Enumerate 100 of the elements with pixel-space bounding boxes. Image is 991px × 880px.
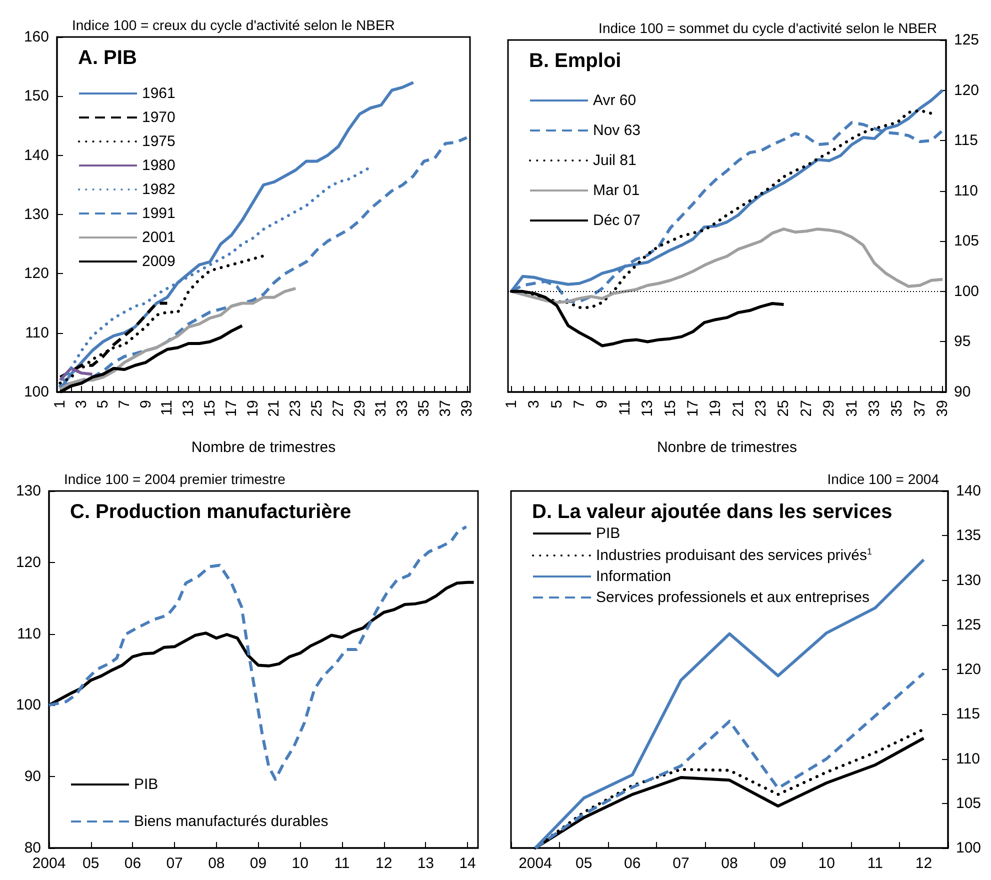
legend-label: Biens manufacturés durables	[134, 813, 328, 830]
y-tick-label: 100	[16, 696, 41, 714]
legend-label: Nov 63	[593, 122, 641, 139]
x-tick-label: 07	[672, 855, 690, 872]
y2-tick-label: 110	[956, 750, 980, 768]
y2-tick-label: 135	[956, 527, 982, 544]
x-tick-label: 13	[180, 400, 198, 417]
legend-label: 2009	[142, 253, 176, 270]
x-axis-title: Nombre de trimestres	[191, 439, 336, 456]
legend-label: Déc 07	[593, 212, 641, 229]
text: C. Production manufacturière	[70, 501, 352, 523]
x-tick-label: 33	[394, 400, 412, 417]
x-tick-label: 12	[915, 855, 932, 872]
x-tick-label: 11	[616, 400, 634, 416]
y2-tick-label: 110	[954, 182, 978, 200]
x-tick-label: 31	[843, 400, 860, 417]
legend-label: Information	[596, 568, 672, 585]
legend-label: 1980	[142, 157, 176, 174]
chart-subtitle: Indice 100 = 2004	[827, 471, 940, 487]
x-tick-label: 19	[244, 400, 262, 417]
x-tick-label: 09	[770, 855, 786, 872]
x-tick-label: 09	[250, 855, 267, 872]
y-tick-label: 110	[25, 324, 49, 342]
x-tick-label: 31	[372, 400, 390, 417]
x-tick-label: 9	[594, 400, 611, 408]
x-tick-label: 25	[308, 400, 326, 417]
chart-subtitle: Indice 100 = 2004 premier trimestre	[64, 471, 286, 487]
legend-label: 2001	[142, 229, 176, 246]
y-tick-label: 80	[24, 840, 41, 856]
y2-tick-label: 90	[954, 384, 971, 400]
y2-tick-label: 120	[954, 82, 980, 99]
x-tick-label: 9	[137, 400, 154, 408]
legend-label: Juil 81	[593, 152, 636, 169]
y2-tick-label: 100	[954, 282, 980, 300]
y-tick-label: 120	[24, 265, 49, 282]
y2-tick-label: 120	[956, 661, 982, 678]
x-tick-label: 5	[548, 400, 566, 408]
x-tick-label: 19	[707, 400, 724, 417]
x-tick-label: 15	[202, 400, 219, 417]
x-tick-label: 33	[866, 400, 884, 417]
x-tick-label: 11	[867, 855, 883, 872]
x-tick-label: 15	[662, 400, 679, 417]
x-tick-label: 29	[351, 400, 368, 417]
y2-tick-label: 125	[956, 616, 982, 634]
x-tick-label: 17	[684, 400, 702, 417]
x-tick-label: 21	[730, 400, 747, 417]
x-tick-label: 27	[330, 400, 347, 417]
y-tick-label: 110	[17, 625, 41, 642]
x-tick-label: 2004	[32, 855, 66, 872]
x-tick-label: 05	[575, 855, 592, 872]
x-tick-label: 13	[639, 400, 656, 417]
y2-tick-label: 115	[954, 132, 978, 150]
legend-label: 1970	[142, 109, 176, 126]
x-tick-label: 27	[798, 400, 815, 417]
x-tick-label: 12	[375, 855, 392, 872]
legend-label: 1975	[142, 133, 176, 150]
y-tick-label: 100	[24, 384, 49, 400]
text: D. La valeur ajoutée dans les services	[532, 501, 892, 523]
x-tick-label: 23	[287, 400, 304, 417]
x-axis-title: Nonbre de trimestres	[656, 439, 798, 456]
y2-tick-label: 100	[956, 840, 982, 856]
chart-subtitle: Indice 100 = creux du cycle d'activité selon le NBER	[72, 17, 395, 33]
y-tick-label: 160	[24, 28, 49, 46]
y2-tick-label: 125	[954, 32, 980, 48]
x-tick-label: 11	[158, 400, 176, 416]
y-tick-label: 140	[24, 146, 49, 164]
legend-label: Avr 60	[593, 92, 636, 109]
x-tick-label: 7	[570, 400, 588, 408]
legend-label: PIB	[596, 525, 620, 542]
x-tick-label: 10	[818, 855, 835, 872]
x-tick-label: 39	[934, 400, 952, 417]
y-tick-label: 150	[24, 88, 49, 105]
x-tick-label: 5	[94, 400, 112, 408]
x-tick-label: 14	[459, 855, 476, 872]
x-tick-label: 23	[752, 400, 770, 417]
x-tick-label: 1	[502, 400, 520, 408]
x-tick-label: 35	[415, 400, 432, 417]
x-tick-label: 06	[124, 855, 142, 872]
x-tick-label: 07	[166, 855, 183, 872]
legend-label: 1961	[142, 85, 176, 102]
text: A. PIB	[78, 47, 137, 69]
x-tick-label: 1	[52, 400, 69, 408]
x-tick-label: 21	[266, 400, 283, 417]
y-tick-label: 130	[24, 206, 49, 223]
y2-tick-label: 130	[956, 572, 982, 589]
y-tick-label: 90	[24, 768, 41, 786]
x-tick-label: 10	[292, 855, 308, 872]
x-tick-label: 37	[436, 400, 454, 417]
x-tick-label: 06	[624, 855, 641, 872]
x-tick-label: 05	[82, 855, 100, 872]
y-tick-label: 120	[16, 554, 41, 571]
y-tick-label: 130	[16, 482, 41, 500]
text: B. Emploi	[529, 50, 622, 72]
x-tick-label: 37	[911, 400, 928, 417]
legend-label: PIB	[134, 776, 158, 793]
y2-tick-label: 105	[956, 794, 982, 812]
x-tick-label: 3	[73, 400, 90, 408]
y2-tick-label: 140	[956, 482, 982, 500]
x-tick-label: 13	[417, 855, 434, 872]
chart-subtitle: Indice 100 = sommet du cycle d'activité selon le NBER	[598, 20, 938, 36]
